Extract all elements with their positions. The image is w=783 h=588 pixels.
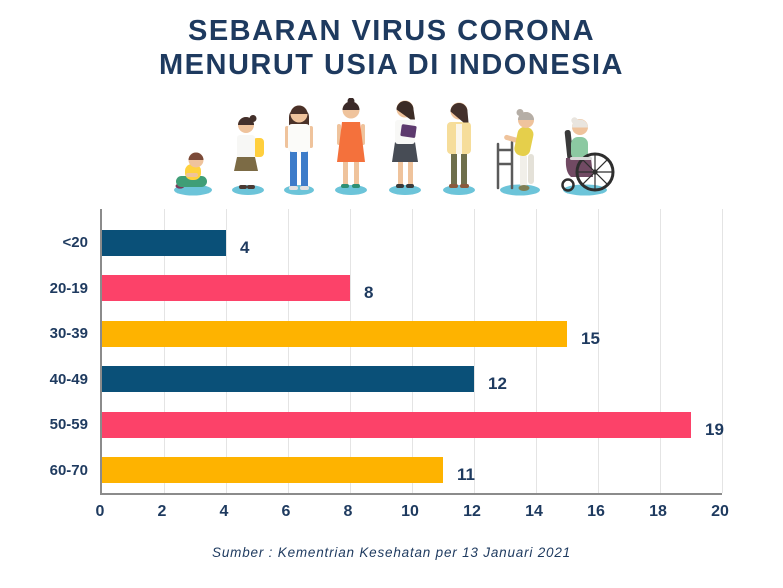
page-title: SEBARAN VIRUS CORONA MENURUT USIA DI INDO…	[0, 14, 783, 82]
gridline	[598, 209, 599, 493]
x-tick-label: 0	[95, 503, 105, 520]
middle-aged-woman-illustration	[442, 102, 475, 195]
category-label: 20-19	[49, 279, 88, 297]
gridline	[722, 209, 723, 493]
plot-area: <20 4 20-19 8 30-39 15 40-49 12 50-59 19 60-70 11	[50, 209, 724, 495]
x-tick-label: 18	[649, 503, 667, 520]
source-caption: Sumber : Kementrian Kesehatan per 13 Jan…	[212, 545, 571, 560]
x-tick-label: 4	[219, 503, 229, 520]
bar	[102, 229, 226, 256]
x-tick-label: 10	[401, 503, 419, 520]
value-label: 12	[488, 374, 507, 394]
x-tick-label: 14	[525, 503, 543, 520]
elderly-woman-with-walker-illustration	[496, 109, 540, 196]
bar-row: 40-49 12	[50, 357, 722, 403]
gridline	[536, 209, 537, 493]
school-child-illustration	[231, 115, 264, 195]
toddler-sitting-illustration	[173, 152, 212, 196]
age-progression-illustration	[0, 94, 783, 196]
value-label: 11	[457, 465, 475, 485]
bar-row: <20 4	[63, 220, 722, 266]
bar-rows: <20 4 20-19 8 30-39 15 40-49 12 50-59 19 60-70 11	[50, 209, 724, 494]
category-label: 60-70	[49, 461, 88, 479]
bar	[102, 275, 350, 302]
x-tick-label: 2	[157, 503, 167, 520]
gridline	[288, 209, 289, 493]
bar-row: 30-39 15	[50, 311, 722, 357]
value-label: 15	[581, 328, 600, 348]
gridline	[226, 209, 227, 493]
bar	[102, 366, 474, 393]
value-label: 19	[705, 419, 724, 439]
category-label: <20	[62, 234, 88, 252]
bar-row: 20-19 8	[50, 266, 722, 312]
young-woman-illustration	[334, 98, 367, 195]
x-tick-label: 16	[587, 503, 605, 520]
bar	[102, 411, 691, 438]
category-label: 30-39	[49, 325, 88, 343]
adult-woman-with-folder-illustration	[388, 100, 421, 195]
x-tick-label: 12	[463, 503, 481, 520]
category-label: 50-59	[49, 416, 88, 434]
value-label: 4	[240, 237, 250, 257]
elderly-woman-in-wheelchair-illustration	[560, 117, 614, 196]
x-tick-label: 6	[281, 503, 291, 520]
bar	[102, 457, 443, 484]
gridline	[474, 209, 475, 493]
x-axis-ticks: 0 2 4 6 8 10 12 14 16 18 20	[96, 503, 729, 525]
bar	[102, 320, 567, 347]
bar-row: 60-70 11	[50, 448, 722, 494]
gridline	[660, 209, 661, 493]
gridline	[164, 209, 165, 493]
title-line-1: SEBARAN VIRUS CORONA	[187, 15, 596, 47]
category-label: 40-49	[49, 370, 88, 388]
bar-row: 50-59 19	[50, 402, 724, 448]
gridline	[412, 209, 413, 493]
teenager-illustration	[283, 105, 314, 195]
x-tick-label: 20	[711, 503, 729, 520]
value-label: 8	[364, 283, 374, 303]
gridline	[350, 209, 351, 493]
title-line-2: MENURUT USIA DI INDONESIA	[159, 49, 624, 81]
x-tick-label: 8	[343, 503, 353, 520]
